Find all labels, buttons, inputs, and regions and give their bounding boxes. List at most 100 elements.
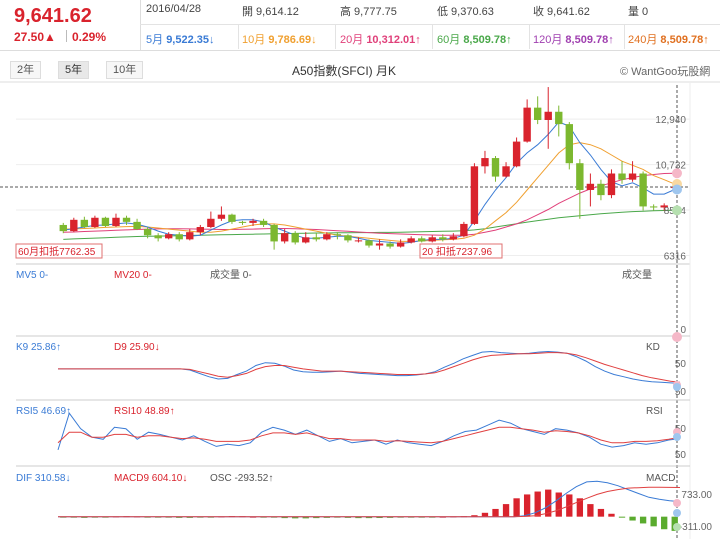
candle-body (249, 220, 257, 223)
osc-bar (523, 494, 531, 517)
y-tick-label: 6316 (664, 251, 687, 262)
mv20-label: MV20 0- (114, 270, 152, 281)
candle-body (122, 217, 131, 222)
osc-bar (502, 504, 510, 517)
ma5-label: 5月 (146, 34, 164, 46)
candle-body (439, 237, 447, 240)
candle-body (396, 242, 405, 247)
candle-body (428, 237, 436, 242)
osc-bar (597, 508, 605, 517)
candle-body (196, 227, 205, 233)
candle-body (512, 141, 521, 167)
macd-osc-label: OSC -293.52↑ (210, 473, 273, 484)
series-marker-icon (673, 523, 681, 531)
candle-body (175, 234, 183, 240)
osc-bar (186, 516, 193, 518)
candle-body (639, 173, 647, 207)
osc-bar (661, 516, 668, 530)
price-change: 27.50▲ (14, 30, 56, 44)
kd-d-label: D9 25.90↓ (114, 342, 160, 353)
macd-dea-line (58, 486, 681, 518)
osc-bar (608, 513, 615, 517)
annotation-20m-deduct: 20 扣抵7237.96 (422, 245, 492, 258)
kd-title: KD (646, 342, 660, 353)
series-marker-icon (673, 509, 681, 517)
candle-body (523, 107, 531, 142)
candle-body (586, 183, 595, 190)
tab-2-years[interactable]: 2年 (10, 61, 42, 79)
divider (624, 25, 625, 49)
osc-bar (81, 516, 88, 518)
osc-bar (313, 516, 320, 519)
kd-d-line (58, 352, 681, 383)
volume-title: 成交量 (622, 268, 652, 281)
annotation-box (15, 243, 103, 259)
osc-bar (176, 516, 183, 518)
rsi10-label: RSI10 48.89↑ (114, 406, 175, 417)
candle-body (70, 219, 78, 232)
osc-bar (513, 498, 520, 517)
candle-body (502, 166, 510, 177)
divider (238, 25, 239, 49)
candle-body (607, 173, 616, 196)
candle-body (386, 243, 394, 247)
candle-body (280, 233, 289, 242)
quote-open: 開 9,614.12 (242, 6, 299, 18)
osc-bar (545, 489, 552, 517)
price-change-pct: 0.29% (72, 30, 107, 44)
candlestick-layer (59, 87, 679, 250)
ma5-summary: 5月 9,522.35↓ (146, 31, 215, 47)
rsi5-label: RSI5 46.69↑ (16, 406, 71, 417)
ma20-value: 10,312.01↑ (366, 34, 421, 46)
y-tick-label: 10,732 (655, 161, 686, 172)
chart-title: A50指數(SFCI) 月K (292, 64, 397, 78)
candle-body (154, 235, 162, 239)
candle-body (112, 217, 120, 226)
tab-10-years[interactable]: 10年 (106, 61, 144, 79)
grid-layer (0, 81, 720, 539)
tab-5-years[interactable]: 5年 (58, 61, 90, 79)
y-tick-label: 12,940 (655, 115, 686, 126)
candle-body (344, 235, 352, 241)
ma240-label: 240月 (628, 34, 658, 46)
candle-body (470, 166, 479, 224)
osc-bar (492, 508, 499, 517)
annotation-box (419, 243, 503, 259)
rsi-tick-label: 50 (675, 424, 687, 435)
osc-bar (534, 491, 541, 517)
divider (529, 25, 530, 49)
ma60-summary: 60月 8,509.78↑ (437, 31, 512, 47)
candle-body (649, 206, 658, 208)
candle-body (238, 221, 247, 223)
ma60-value: 8,509.78↑ (463, 34, 512, 46)
rsi5-line (57, 412, 681, 451)
series-marker-icon (673, 383, 681, 391)
candle-body (354, 240, 363, 242)
indicator-layer (57, 350, 681, 531)
osc-bar (481, 512, 489, 517)
candle-body (133, 221, 141, 230)
candle-body (302, 237, 310, 243)
candle-body (491, 158, 500, 177)
kd-tick-label: 50 (675, 359, 687, 370)
candle-body (165, 234, 173, 239)
osc-bar (629, 516, 636, 521)
osc-bar (471, 515, 478, 517)
candle-body (101, 217, 110, 226)
candle-body (228, 214, 236, 222)
osc-bar (355, 516, 362, 519)
osc-bar (587, 504, 594, 517)
candle-body (207, 218, 215, 228)
candle-body (323, 234, 331, 240)
ma20-summary: 20月 10,312.01↑ (340, 31, 421, 47)
osc-bar (292, 516, 299, 519)
rsi10-line (57, 426, 681, 444)
osc-bar (576, 498, 584, 517)
candle-body (375, 243, 384, 246)
candle-body (597, 183, 605, 196)
macd-dif-label: DIF 310.58↓ (16, 473, 70, 484)
macd-tick-label: 733.00 (681, 490, 712, 501)
quote-volume: 量 0 (628, 6, 649, 18)
candle-body (660, 205, 668, 208)
